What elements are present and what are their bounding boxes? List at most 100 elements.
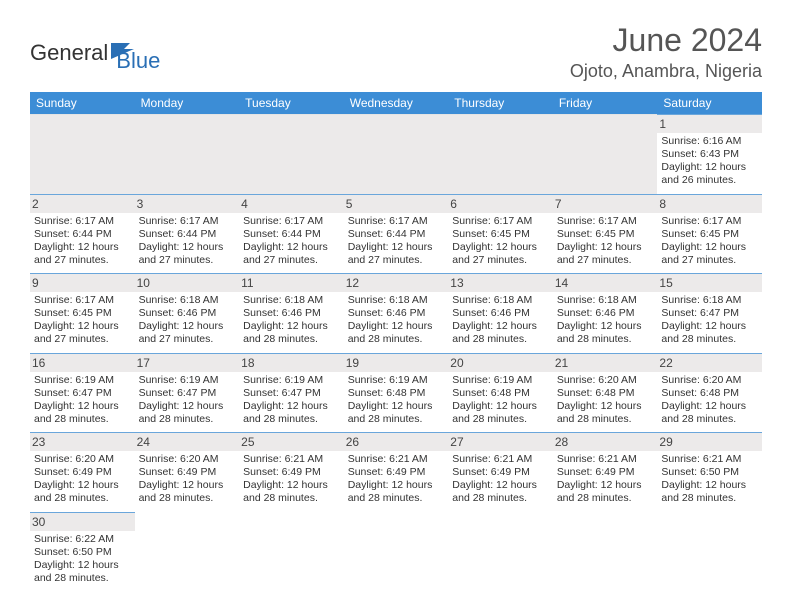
calendar-day: 19 Sunrise: 6:19 AMSunset: 6:48 PMDayligh… [344,353,449,433]
day-number: 12 [344,274,449,292]
calendar-day: 15 Sunrise: 6:18 AMSunset: 6:47 PMDayligh… [657,273,762,353]
calendar-day: 24 Sunrise: 6:20 AMSunset: 6:49 PMDayligh… [135,432,240,512]
calendar-day: 11 Sunrise: 6:18 AMSunset: 6:46 PMDayligh… [239,273,344,353]
day-number: 9 [30,274,135,292]
day-info: Sunrise: 6:18 AMSunset: 6:46 PMDaylight:… [139,294,236,347]
day-info: Sunrise: 6:18 AMSunset: 6:46 PMDaylight:… [348,294,445,347]
day-info: Sunrise: 6:21 AMSunset: 6:49 PMDaylight:… [348,453,445,506]
day-info: Sunrise: 6:17 AMSunset: 6:45 PMDaylight:… [34,294,131,347]
day-header: Tuesday [239,92,344,114]
logo-text-2: Blue [116,48,160,74]
day-info: Sunrise: 6:18 AMSunset: 6:47 PMDaylight:… [661,294,758,347]
day-info: Sunrise: 6:17 AMSunset: 6:44 PMDaylight:… [243,215,340,268]
calendar-blank [657,512,762,592]
day-number: 19 [344,354,449,372]
day-number: 25 [239,433,344,451]
day-header: Thursday [448,92,553,114]
calendar-day: 8 Sunrise: 6:17 AMSunset: 6:45 PMDaylight… [657,194,762,274]
calendar-blank [30,114,135,194]
calendar-day: 27Sunrise: 6:21 AMSunset: 6:49 PMDayligh… [448,432,553,512]
calendar-day: 21 Sunrise: 6:20 AMSunset: 6:48 PMDayligh… [553,353,658,433]
calendar-grid: SundayMondayTuesdayWednesdayThursdayFrid… [30,92,762,591]
day-info: Sunrise: 6:17 AMSunset: 6:44 PMDaylight:… [34,215,131,268]
calendar-day: 7Sunrise: 6:17 AMSunset: 6:45 PMDaylight… [553,194,658,274]
calendar-day: 17 Sunrise: 6:19 AMSunset: 6:47 PMDayligh… [135,353,240,433]
day-number: 22 [657,354,762,372]
calendar-day: 29 Sunrise: 6:21 AMSunset: 6:50 PMDayligh… [657,432,762,512]
day-info: Sunrise: 6:20 AMSunset: 6:48 PMDaylight:… [661,374,758,427]
calendar-day: 5Sunrise: 6:17 AMSunset: 6:44 PMDaylight… [344,194,449,274]
day-info: Sunrise: 6:17 AMSunset: 6:45 PMDaylight:… [661,215,758,268]
calendar-blank [239,512,344,592]
day-number: 11 [239,274,344,292]
calendar-day: 25Sunrise: 6:21 AMSunset: 6:49 PMDayligh… [239,432,344,512]
day-number: 29 [657,433,762,451]
day-number: 24 [135,433,240,451]
calendar-blank [448,114,553,194]
calendar-day: 9 Sunrise: 6:17 AMSunset: 6:45 PMDaylight… [30,273,135,353]
calendar-day: 13 Sunrise: 6:18 AMSunset: 6:46 PMDayligh… [448,273,553,353]
title-block: June 2024 Ojoto, Anambra, Nigeria [570,22,762,82]
calendar-blank [344,114,449,194]
day-number: 10 [135,274,240,292]
day-info: Sunrise: 6:17 AMSunset: 6:44 PMDaylight:… [348,215,445,268]
calendar-day: 26 Sunrise: 6:21 AMSunset: 6:49 PMDayligh… [344,432,449,512]
calendar-blank [553,114,658,194]
month-title: June 2024 [570,22,762,59]
day-info: Sunrise: 6:19 AMSunset: 6:47 PMDaylight:… [243,374,340,427]
day-info: Sunrise: 6:19 AMSunset: 6:47 PMDaylight:… [34,374,131,427]
day-info: Sunrise: 6:18 AMSunset: 6:46 PMDaylight:… [452,294,549,347]
day-number: 3 [135,195,240,213]
calendar-blank [239,114,344,194]
calendar-day: 14 Sunrise: 6:18 AMSunset: 6:46 PMDayligh… [553,273,658,353]
calendar-day: 6 Sunrise: 6:17 AMSunset: 6:45 PMDaylight… [448,194,553,274]
day-info: Sunrise: 6:21 AMSunset: 6:49 PMDaylight:… [452,453,549,506]
calendar-day: 2 Sunrise: 6:17 AMSunset: 6:44 PMDaylight… [30,194,135,274]
calendar-day: 23Sunrise: 6:20 AMSunset: 6:49 PMDayligh… [30,432,135,512]
day-info: Sunrise: 6:18 AMSunset: 6:46 PMDaylight:… [557,294,654,347]
day-header: Sunday [30,92,135,114]
calendar-blank [135,512,240,592]
day-number: 16 [30,354,135,372]
day-info: Sunrise: 6:16 AMSunset: 6:43 PMDaylight:… [661,135,758,188]
day-number: 7 [553,195,658,213]
day-number: 17 [135,354,240,372]
day-info: Sunrise: 6:17 AMSunset: 6:44 PMDaylight:… [139,215,236,268]
location-subtitle: Ojoto, Anambra, Nigeria [570,61,762,82]
day-number: 6 [448,195,553,213]
calendar-blank [344,512,449,592]
day-number: 26 [344,433,449,451]
calendar-day: 3 Sunrise: 6:17 AMSunset: 6:44 PMDaylight… [135,194,240,274]
day-info: Sunrise: 6:21 AMSunset: 6:50 PMDaylight:… [661,453,758,506]
day-header: Saturday [657,92,762,114]
day-info: Sunrise: 6:17 AMSunset: 6:45 PMDaylight:… [452,215,549,268]
calendar-day: 22 Sunrise: 6:20 AMSunset: 6:48 PMDayligh… [657,353,762,433]
day-number: 28 [553,433,658,451]
day-number: 13 [448,274,553,292]
calendar-day: 28 Sunrise: 6:21 AMSunset: 6:49 PMDayligh… [553,432,658,512]
day-number: 20 [448,354,553,372]
day-number: 15 [657,274,762,292]
day-info: Sunrise: 6:19 AMSunset: 6:48 PMDaylight:… [348,374,445,427]
day-number: 21 [553,354,658,372]
calendar-day: 4Sunrise: 6:17 AMSunset: 6:44 PMDaylight… [239,194,344,274]
calendar-day: 16 Sunrise: 6:19 AMSunset: 6:47 PMDayligh… [30,353,135,433]
day-info: Sunrise: 6:20 AMSunset: 6:48 PMDaylight:… [557,374,654,427]
page-header: General Blue June 2024 Ojoto, Anambra, N… [30,22,762,82]
calendar-day: 30Sunrise: 6:22 AMSunset: 6:50 PMDayligh… [30,512,135,592]
day-header: Wednesday [344,92,449,114]
day-info: Sunrise: 6:20 AMSunset: 6:49 PMDaylight:… [139,453,236,506]
day-number: 1 [657,115,762,133]
day-number: 8 [657,195,762,213]
day-info: Sunrise: 6:19 AMSunset: 6:48 PMDaylight:… [452,374,549,427]
calendar-blank [448,512,553,592]
calendar-day: 20 Sunrise: 6:19 AMSunset: 6:48 PMDayligh… [448,353,553,433]
calendar-day: 1 Sunrise: 6:16 AMSunset: 6:43 PMDaylight… [657,114,762,194]
day-info: Sunrise: 6:18 AMSunset: 6:46 PMDaylight:… [243,294,340,347]
day-number: 2 [30,195,135,213]
day-info: Sunrise: 6:19 AMSunset: 6:47 PMDaylight:… [139,374,236,427]
day-header: Friday [553,92,658,114]
day-info: Sunrise: 6:21 AMSunset: 6:49 PMDaylight:… [557,453,654,506]
day-number: 18 [239,354,344,372]
day-number: 14 [553,274,658,292]
